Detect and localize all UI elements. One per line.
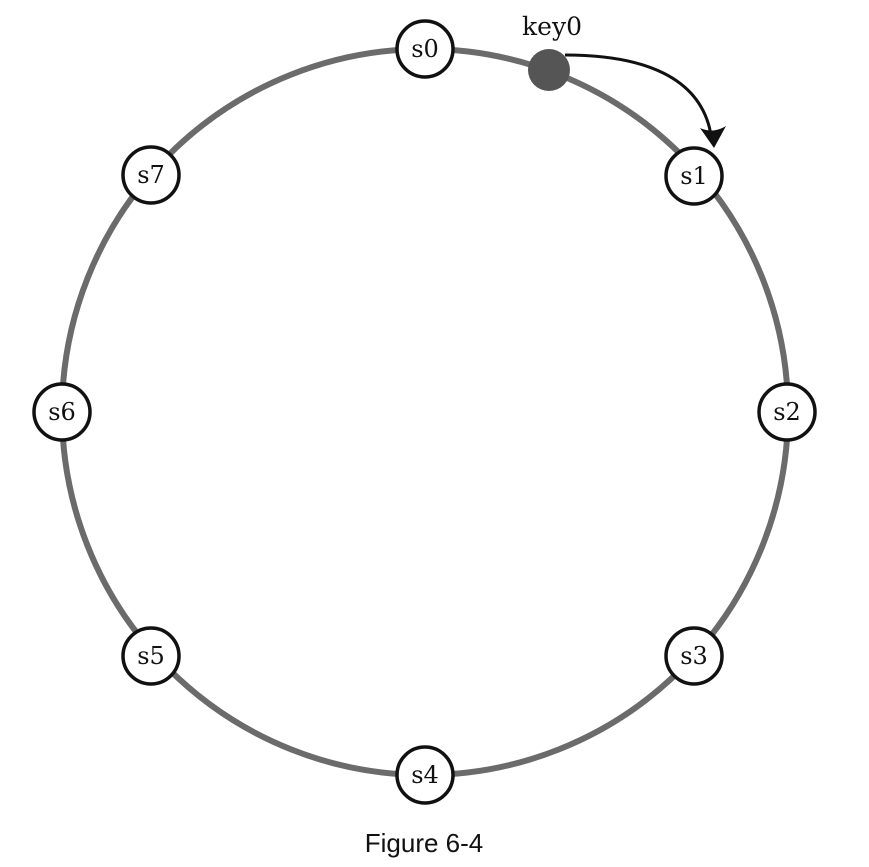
key-to-server-arrow	[564, 53, 714, 143]
server-label: s5	[137, 642, 165, 670]
server-node-s0: s0	[395, 19, 455, 79]
server-label: s2	[773, 398, 801, 426]
server-node-s2: s2	[757, 382, 817, 442]
server-label: s1	[680, 162, 708, 190]
server-label: s4	[411, 761, 439, 789]
figure-caption: Figure 6-4	[365, 828, 484, 858]
server-label: s6	[48, 398, 76, 426]
server-label: s7	[137, 161, 165, 189]
server-node-s7: s7	[121, 145, 181, 205]
server-node-s4: s4	[395, 745, 455, 805]
server-node-s6: s6	[32, 382, 92, 442]
server-label: s3	[680, 642, 708, 670]
key-label: key0	[522, 12, 582, 41]
server-node-s5: s5	[121, 626, 181, 686]
server-label: s0	[411, 35, 439, 63]
server-node-s3: s3	[664, 626, 724, 686]
arrowhead-icon	[700, 126, 726, 148]
key-point	[528, 49, 570, 91]
server-node-s1: s1	[664, 146, 724, 206]
